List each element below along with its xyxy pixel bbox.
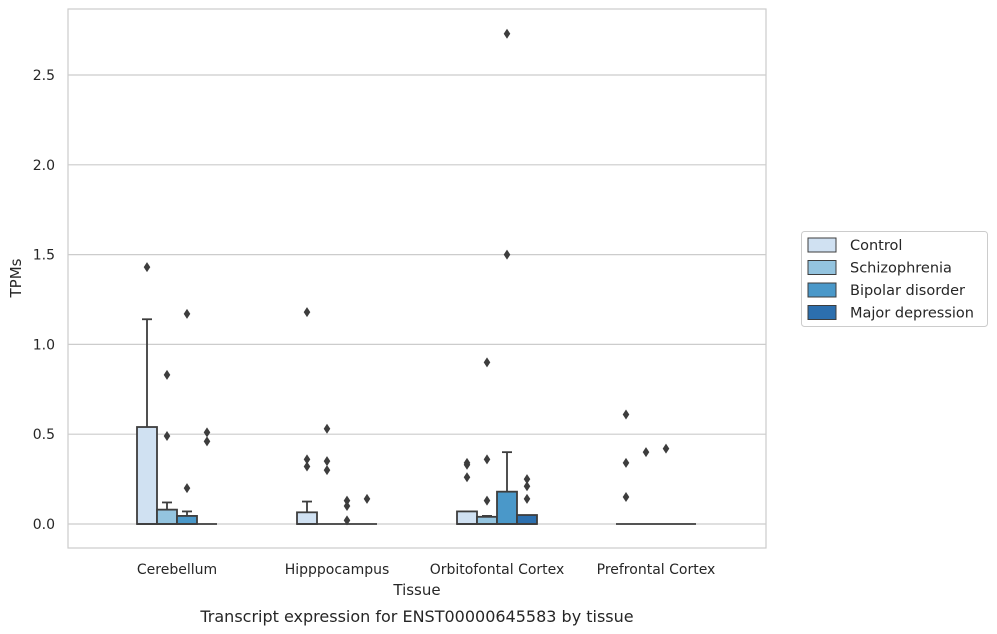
box-series <box>136 318 696 525</box>
outlier-point <box>323 456 331 467</box>
outlier-point <box>183 483 191 494</box>
outlier-point <box>622 457 630 468</box>
outlier-point <box>183 308 191 319</box>
box-body <box>176 515 198 525</box>
y-tick-label: 2.5 <box>33 68 55 84</box>
outlier-point <box>642 447 650 458</box>
outlier-point <box>463 459 471 470</box>
outlier-point <box>343 495 351 506</box>
outlier-point <box>303 307 311 318</box>
x-axis-title: Tissue <box>392 581 440 599</box>
box-body <box>476 515 498 525</box>
outlier-point <box>483 454 491 465</box>
grid-lines <box>68 74 766 525</box>
outlier-point <box>662 443 670 454</box>
y-tick-label: 2.0 <box>33 158 55 174</box>
y-tick-label: 0.0 <box>33 517 55 533</box>
legend-label: Bipolar disorder <box>850 283 965 299</box>
outlier-point <box>343 501 351 512</box>
plot-area-frame <box>67 8 767 549</box>
legend-label: Control <box>850 238 902 254</box>
legend-swatch <box>807 282 837 298</box>
legend-swatch <box>807 237 837 253</box>
box-body <box>136 426 158 525</box>
outlier-point <box>363 493 371 504</box>
x-tick-label: Prefrontal Cortex <box>597 562 716 578</box>
outlier-point <box>323 423 331 434</box>
legend-swatch <box>807 305 837 320</box>
chart-caption: Transcript expression for ENST0000064558… <box>199 607 633 626</box>
x-tick-labels: Cerebellum Hipppocampus Orbitofontal Corte… <box>137 562 715 578</box>
outlier-point <box>483 357 491 368</box>
y-tick-label: 1.0 <box>33 337 55 353</box>
outlier-point <box>163 369 171 380</box>
outlier-point <box>203 427 211 438</box>
outlier-point <box>483 495 491 506</box>
outlier-point <box>523 481 531 492</box>
box-body <box>496 490 518 525</box>
outlier-point <box>323 465 331 476</box>
y-axis-title: TPMs <box>7 258 25 298</box>
box-body <box>296 511 318 525</box>
x-tick-label: Orbitofontal Cortex <box>430 562 565 578</box>
outlier-point <box>622 492 630 503</box>
legend: Control Schizophrenia Bipolar disorder Majo… <box>801 231 988 327</box>
outlier-point <box>503 249 511 260</box>
outlier-point <box>523 474 531 485</box>
y-tick-label: 1.5 <box>33 248 55 264</box>
box-body <box>156 508 178 525</box>
outlier-point <box>463 472 471 483</box>
legend-label: Schizophrenia <box>850 261 952 277</box>
outlier-point <box>303 461 311 472</box>
outlier-point <box>622 409 630 420</box>
outlier-point <box>163 430 171 441</box>
legend-swatch <box>807 260 837 275</box>
box-body <box>516 514 538 525</box>
legend-frame <box>801 231 988 327</box>
outlier-point <box>523 493 531 504</box>
outlier-point <box>503 28 511 39</box>
outlier-point <box>143 262 151 273</box>
outlier-point <box>303 454 311 465</box>
y-tick-labels: 0.0 0.5 1.0 1.5 2.0 2.5 <box>33 68 55 533</box>
outlier-point <box>203 436 211 447</box>
legend-label: Major depression <box>850 306 974 322</box>
box-body <box>456 510 478 525</box>
outlier-points <box>143 28 670 526</box>
outlier-point <box>343 515 351 526</box>
y-tick-label: 0.5 <box>33 427 55 443</box>
x-tick-label: Cerebellum <box>137 562 217 578</box>
x-tick-label: Hipppocampus <box>285 562 390 578</box>
